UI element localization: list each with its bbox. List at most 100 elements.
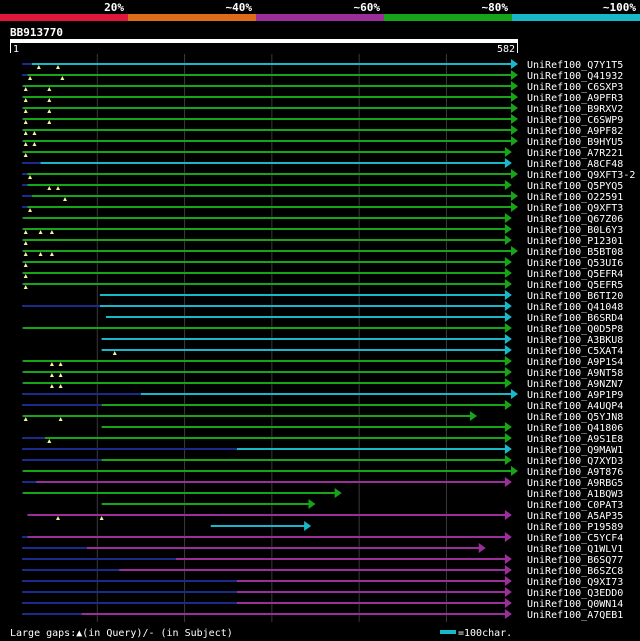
- hit-row[interactable]: UniRef100_C5XAT4: [101, 345, 624, 357]
- hit-row[interactable]: UniRef100_O22591: [22, 191, 623, 203]
- hit-label[interactable]: UniRef100_Q5PYQ5: [527, 181, 623, 192]
- hit-row[interactable]: UniRef100_Q0WN14: [22, 598, 623, 610]
- hit-label[interactable]: UniRef100_A9P1P9: [527, 390, 623, 401]
- hit-row[interactable]: UniRef100_Q67Z06: [22, 213, 623, 225]
- hit-label[interactable]: UniRef100_Q5EFR4: [527, 269, 623, 280]
- hit-row[interactable]: UniRef100_A7R221: [22, 147, 623, 159]
- hit-label[interactable]: UniRef100_B9RXV2: [527, 104, 623, 115]
- hit-row[interactable]: UniRef100_A9S1E8: [22, 433, 623, 445]
- hit-label[interactable]: UniRef100_Q0WN14: [527, 599, 623, 610]
- hit-label[interactable]: UniRef100_Q53UI6: [527, 258, 623, 269]
- hit-row[interactable]: UniRef100_Q9XFT3: [22, 202, 623, 214]
- hit-label[interactable]: UniRef100_A9T876: [527, 467, 623, 478]
- hit-label[interactable]: UniRef100_A3BKU8: [527, 335, 623, 346]
- hit-row[interactable]: UniRef100_B6TI20: [99, 290, 623, 302]
- hit-label[interactable]: UniRef100_C6SWP9: [527, 115, 623, 126]
- hit-label[interactable]: UniRef100_P19589: [527, 522, 623, 533]
- hit-label[interactable]: UniRef100_A9RBG5: [527, 478, 623, 489]
- hit-row[interactable]: UniRef100_B6SRD4: [106, 312, 623, 324]
- hit-row[interactable]: UniRef100_B9RXV2: [22, 103, 623, 115]
- hit-row[interactable]: UniRef100_Q3EDD0: [22, 587, 623, 599]
- hit-label[interactable]: UniRef100_Q0D5P8: [527, 324, 623, 335]
- hit-row[interactable]: UniRef100_Q7Y1T5: [22, 59, 623, 71]
- hit-label[interactable]: UniRef100_B6SRD4: [527, 313, 623, 324]
- hit-row[interactable]: UniRef100_B5BT08: [22, 246, 623, 258]
- hit-label[interactable]: UniRef100_B0L6Y3: [527, 225, 623, 236]
- hit-row[interactable]: UniRef100_B6SQ77: [22, 554, 623, 566]
- hit-row[interactable]: UniRef100_C6SWP9: [22, 114, 623, 126]
- hit-row[interactable]: UniRef100_A7QEB1: [22, 609, 623, 621]
- hit-row[interactable]: UniRef100_C0PAT3: [101, 499, 624, 511]
- hit-label[interactable]: UniRef100_A9S1E8: [527, 434, 623, 445]
- hit-row[interactable]: UniRef100_B9HYU5: [22, 136, 623, 148]
- hit-label[interactable]: UniRef100_A7QEB1: [527, 610, 623, 621]
- hit-label[interactable]: UniRef100_C5YCF4: [527, 533, 623, 544]
- hit-label[interactable]: UniRef100_B9HYU5: [527, 137, 623, 148]
- hit-label[interactable]: UniRef100_Q7Y1T5: [527, 60, 623, 71]
- hit-label[interactable]: UniRef100_Q9XFT3-2: [527, 170, 635, 181]
- hit-row[interactable]: UniRef100_A9P1P9: [22, 389, 623, 401]
- hit-label[interactable]: UniRef100_P12301: [527, 236, 623, 247]
- hit-row[interactable]: UniRef100_B6SZC8: [22, 565, 623, 577]
- hit-label[interactable]: UniRef100_A1BQW3: [527, 489, 623, 500]
- hit-row[interactable]: UniRef100_A9NZN7: [22, 378, 623, 390]
- hit-row[interactable]: UniRef100_Q9MAW1: [22, 444, 623, 456]
- hit-label[interactable]: UniRef100_C6SXP3: [527, 82, 623, 93]
- hit-label[interactable]: UniRef100_A8CF48: [527, 159, 623, 170]
- hit-row[interactable]: UniRef100_Q5EFR4: [22, 268, 623, 280]
- hit-label[interactable]: UniRef100_Q41932: [527, 71, 623, 82]
- hit-label[interactable]: UniRef100_B6SZC8: [527, 566, 623, 577]
- hit-label[interactable]: UniRef100_A4UQP4: [527, 401, 623, 412]
- hit-row[interactable]: UniRef100_A5AP35: [27, 510, 623, 522]
- hit-label[interactable]: UniRef100_Q5YJN8: [527, 412, 623, 423]
- hit-row[interactable]: UniRef100_Q1WLV1: [22, 543, 623, 555]
- hit-row[interactable]: UniRef100_Q0D5P8: [22, 323, 623, 335]
- hit-row[interactable]: UniRef100_A4UQP4: [22, 400, 623, 412]
- hit-label[interactable]: UniRef100_Q7XYD3: [527, 456, 623, 467]
- hit-row[interactable]: UniRef100_A1BQW3: [22, 488, 623, 500]
- hit-row[interactable]: UniRef100_Q53UI6: [22, 257, 623, 269]
- hit-row[interactable]: UniRef100_A8CF48: [22, 158, 623, 170]
- hit-row[interactable]: UniRef100_A9P1S4: [22, 356, 623, 368]
- hit-label[interactable]: UniRef100_B6TI20: [527, 291, 623, 302]
- hit-row[interactable]: UniRef100_Q5PYQ5: [22, 180, 623, 192]
- hit-row[interactable]: UniRef100_A9PFR3: [22, 92, 623, 104]
- hit-row[interactable]: UniRef100_C5YCF4: [22, 532, 623, 544]
- hit-row[interactable]: UniRef100_A9T876: [22, 466, 623, 478]
- hit-row[interactable]: UniRef100_C6SXP3: [22, 81, 623, 93]
- hit-row[interactable]: UniRef100_A9NT58: [22, 367, 623, 379]
- hit-row[interactable]: UniRef100_A9PF82: [22, 125, 623, 137]
- hit-row[interactable]: UniRef100_Q9XFT3-2: [22, 169, 635, 181]
- hit-label[interactable]: UniRef100_O22591: [527, 192, 623, 203]
- hit-label[interactable]: UniRef100_A9NT58: [527, 368, 623, 379]
- hit-label[interactable]: UniRef100_A9P1S4: [527, 357, 623, 368]
- hit-row[interactable]: UniRef100_Q41932: [22, 70, 623, 82]
- hit-label[interactable]: UniRef100_Q1WLV1: [527, 544, 623, 555]
- hit-label[interactable]: UniRef100_Q3EDD0: [527, 588, 623, 599]
- hit-label[interactable]: UniRef100_B5BT08: [527, 247, 623, 258]
- hit-row[interactable]: UniRef100_A9RBG5: [22, 477, 623, 489]
- hit-row[interactable]: UniRef100_P19589: [210, 521, 624, 533]
- hit-label[interactable]: UniRef100_A9PFR3: [527, 93, 623, 104]
- hit-label[interactable]: UniRef100_A7R221: [527, 148, 623, 159]
- hit-label[interactable]: UniRef100_C5XAT4: [527, 346, 623, 357]
- hit-label[interactable]: UniRef100_C0PAT3: [527, 500, 623, 511]
- hit-label[interactable]: UniRef100_Q9XI73: [527, 577, 623, 588]
- hit-label[interactable]: UniRef100_Q41806: [527, 423, 623, 434]
- hit-row[interactable]: UniRef100_Q5YJN8: [22, 411, 623, 423]
- hit-label[interactable]: UniRef100_Q67Z06: [527, 214, 623, 225]
- hit-label[interactable]: UniRef100_A9NZN7: [527, 379, 623, 390]
- hit-label[interactable]: UniRef100_B6SQ77: [527, 555, 623, 566]
- hit-row[interactable]: UniRef100_Q7XYD3: [22, 455, 623, 467]
- hit-label[interactable]: UniRef100_A9PF82: [527, 126, 623, 137]
- hit-row[interactable]: UniRef100_Q5EFR5: [22, 279, 623, 291]
- hit-row[interactable]: UniRef100_A3BKU8: [101, 334, 624, 346]
- hit-label[interactable]: UniRef100_Q9MAW1: [527, 445, 623, 456]
- hit-row[interactable]: UniRef100_Q41806: [101, 422, 624, 434]
- hit-label[interactable]: UniRef100_Q5EFR5: [527, 280, 623, 291]
- hit-row[interactable]: UniRef100_P12301: [22, 235, 623, 247]
- hit-row[interactable]: UniRef100_B0L6Y3: [22, 224, 623, 236]
- hit-row[interactable]: UniRef100_Q41048: [22, 301, 623, 313]
- hit-label[interactable]: UniRef100_Q41048: [527, 302, 623, 313]
- hit-label[interactable]: UniRef100_A5AP35: [527, 511, 623, 522]
